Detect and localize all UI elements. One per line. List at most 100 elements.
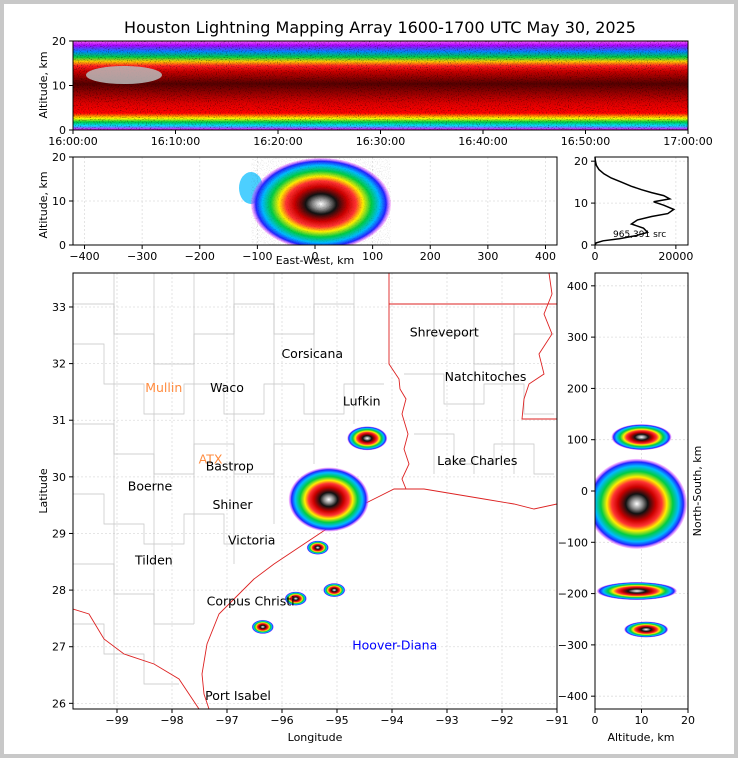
lon-tick-label: −91: [545, 714, 568, 727]
time-altitude-x-ticks: 16:00:00 16:10:00 16:20:00 16:30:00 16:40:00…: [48, 130, 713, 148]
place-label: Corpus Christi: [207, 593, 295, 608]
ew-alt-tick-label: 20: [52, 151, 66, 164]
place-label: ATX: [199, 451, 223, 466]
ns-density-band: [595, 458, 687, 549]
lat-tick-label: 29: [52, 527, 66, 540]
northsouth-ylabel: North-South, km: [691, 446, 704, 537]
flash-cluster: [323, 583, 346, 598]
flash-cluster: [284, 591, 307, 606]
ns-tick-label: 0: [581, 485, 588, 498]
figure-frame: Houston Lightning Mapping Array 1600-170…: [4, 4, 734, 754]
place-label: Natchitoches: [445, 369, 527, 384]
ns-alt-tick-label: 20: [681, 714, 695, 727]
time-alt-tick-label: 10: [52, 80, 66, 93]
flash-cluster: [347, 426, 388, 451]
lon-tick-label: −94: [380, 714, 403, 727]
lon-tick-label: −97: [215, 714, 238, 727]
time-tick-label: 16:30:00: [356, 135, 405, 148]
flash-cluster: [306, 540, 329, 555]
lat-tick-label: 33: [52, 301, 66, 314]
lat-tick-label: 27: [52, 641, 66, 654]
hist-alt-tick-label: 0: [581, 239, 588, 252]
time-altitude-ylabel: Altitude, km: [37, 51, 50, 118]
place-label: Lufkin: [343, 394, 381, 409]
eastwest-y-ticks: 0 10 20: [52, 151, 73, 252]
county-lines: [73, 273, 554, 704]
eastwest-altitude-panel: −400 −300 −200 −100 0 100 200 300 400 0 10 20 East…: [37, 151, 558, 267]
place-label: Shreveport: [410, 324, 479, 339]
lon-tick-label: −93: [435, 714, 458, 727]
time-alt-tick-label: 0: [59, 124, 66, 137]
eastwest-x-ticks: −400 −300 −200 −100 0 100 200 300 400: [69, 245, 556, 263]
time-altitude-panel: 16:00:00 16:10:00 16:20:00 16:30:00 16:40:00…: [37, 35, 713, 148]
ns-alt-tick-label: 10: [635, 714, 649, 727]
place-label: Tilden: [134, 553, 173, 568]
northsouth-y-ticks: −400 −300 −200 −100 0 100 200 300 400: [558, 280, 595, 703]
ns-tick-label: 100: [567, 434, 588, 447]
lat-tick-label: 30: [52, 471, 66, 484]
northsouth-x-ticks: 0 10 20: [592, 709, 695, 727]
ns-density-band: [596, 582, 677, 601]
time-tick-label: 17:00:00: [663, 135, 712, 148]
state-boundaries: [73, 273, 557, 709]
ew-tick-label: 300: [477, 250, 498, 263]
eastwest-core-texture: [251, 158, 391, 245]
histogram-y-ticks: 0 10 20: [574, 155, 595, 252]
altitude-histogram-panel: 0 20000 0 10 20 965,391 src: [574, 155, 693, 263]
ew-alt-tick-label: 0: [59, 239, 66, 252]
ew-tick-label: −200: [185, 250, 215, 263]
map-geography: [73, 273, 557, 709]
ns-tick-label: −300: [558, 639, 588, 652]
lat-tick-label: 31: [52, 414, 66, 427]
ns-alt-tick-label: 0: [592, 714, 599, 727]
lma-figure: Houston Lightning Mapping Array 1600-170…: [37, 18, 713, 744]
lon-tick-label: −96: [270, 714, 293, 727]
histogram-axes: [594, 156, 689, 246]
place-label: Mullin: [145, 380, 182, 395]
flash-cluster: [288, 467, 369, 532]
ew-tick-label: 100: [362, 250, 383, 263]
ew-tick-label: 0: [312, 250, 319, 263]
map-flash-clusters: [251, 426, 388, 634]
eastwest-ylabel: Altitude, km: [37, 171, 50, 238]
lat-tick-label: 32: [52, 358, 66, 371]
lon-tick-label: −99: [105, 714, 128, 727]
ew-tick-label: 400: [535, 250, 556, 263]
ns-tick-label: 200: [567, 382, 588, 395]
figure-title: Houston Lightning Mapping Array 1600-170…: [124, 18, 636, 37]
flash-cluster: [251, 619, 274, 634]
ew-tick-label: −300: [127, 250, 157, 263]
ns-tick-label: 400: [567, 280, 588, 293]
ns-tick-label: 300: [567, 331, 588, 344]
map-xlabel: Longitude: [288, 731, 343, 744]
ns-tick-label: −100: [558, 536, 588, 549]
eastwest-xlabel: East-West, km: [276, 254, 354, 267]
ns-density-band: [611, 424, 672, 451]
altitude-northsouth-panel: 0 10 20 −400 −300 −200 −100 0 100 200 300 400 Alti…: [558, 272, 704, 744]
map-axes: [72, 272, 558, 710]
ew-tick-label: −100: [242, 250, 272, 263]
histogram-line: [594, 156, 676, 246]
hist-alt-tick-label: 10: [574, 197, 588, 210]
time-altitude-y-ticks: 0 10 20: [52, 35, 73, 137]
map-x-ticks: −99 −98 −97 −96 −95 −94 −93 −92 −91: [105, 709, 569, 727]
time-tick-label: 16:40:00: [458, 135, 507, 148]
hist-tick-label: 0: [592, 250, 599, 263]
place-label: Shiner: [212, 497, 253, 512]
place-label: Hoover-Diana: [352, 638, 437, 653]
northsouth-xlabel: Altitude, km: [607, 731, 674, 744]
place-label: Bastrop: [206, 459, 254, 474]
histogram-x-ticks: 0 20000: [592, 245, 693, 263]
place-label: Lake Charles: [437, 453, 517, 468]
lon-tick-label: −95: [325, 714, 348, 727]
ew-tick-label: −400: [69, 250, 99, 263]
ns-tick-label: −400: [558, 690, 588, 703]
place-label: Corsicana: [281, 346, 343, 361]
time-alt-tick-label: 20: [52, 35, 66, 48]
plan-view-map-panel: Shreveport Corsicana Natchitoches Mullin Wac…: [37, 272, 569, 744]
map-place-labels: Shreveport Corsicana Natchitoches Mullin Wac…: [128, 324, 527, 703]
lat-tick-label: 28: [52, 584, 66, 597]
lon-tick-label: −92: [490, 714, 513, 727]
map-ylabel: Latitude: [37, 468, 50, 514]
ns-density-band: [624, 621, 669, 638]
